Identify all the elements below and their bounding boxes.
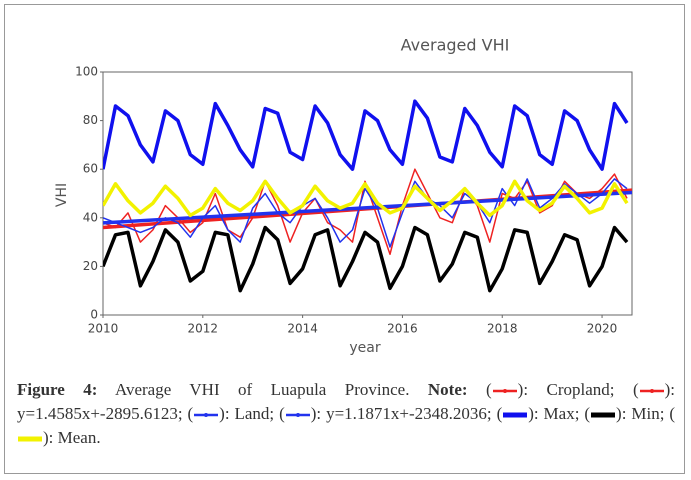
caption: Figure 4: Average VHI of Luapula Provinc…: [17, 378, 675, 450]
caption-text: Average VHI of Luapula Province.: [114, 380, 410, 399]
x-tick-label: 2012: [188, 322, 219, 336]
legend-close: ):: [219, 404, 230, 423]
legend-sep: ;: [486, 404, 492, 423]
legend-open: (: [584, 404, 591, 423]
legend-sep: ;: [659, 404, 665, 423]
legend-close: ):: [517, 380, 529, 399]
legend-close: ):: [616, 404, 627, 423]
legend-swatch: [18, 436, 42, 442]
chart: Averaged VHI year VHI 0 20 40 60 80 100 2010 20…: [54, 36, 633, 356]
legend-open: (: [496, 404, 503, 423]
chart-title: Averaged VHI: [401, 36, 510, 55]
y-tick-label: 20: [83, 259, 98, 273]
legend-open: (: [279, 404, 285, 423]
legend-label: Max: [543, 404, 575, 423]
figure-frame: [4, 4, 685, 474]
caption-end: .: [96, 428, 101, 447]
legend-sep: ;: [269, 404, 275, 423]
y-tick-label: 0: [90, 308, 98, 322]
x-tick-label: 2010: [88, 322, 119, 336]
y-tick-label: 80: [83, 113, 98, 127]
series-line: [103, 168, 628, 256]
x-tick-label: 2014: [287, 322, 318, 336]
note-label: Note:: [427, 380, 468, 399]
legend-open: (: [669, 404, 676, 423]
legend-marker: [295, 413, 300, 418]
legend-label: y=1.1871x+-2348.2036: [326, 404, 487, 423]
legend-swatch: [285, 413, 310, 418]
plot-area: [103, 99, 632, 293]
legend-label: Land: [234, 404, 270, 423]
legend-close: ):: [310, 404, 322, 423]
legend-open: (: [486, 380, 492, 399]
figure-label: Figure 4:: [17, 380, 98, 399]
legend-close: ):: [528, 404, 539, 423]
legend-label: Cropland: [546, 380, 610, 399]
y-tick-label: 60: [83, 162, 98, 176]
legend-swatch: [591, 412, 616, 418]
legend-marker: [502, 389, 507, 394]
legend-open: (: [187, 404, 194, 423]
legend-swatch: [639, 389, 664, 394]
x-tick-label: 2016: [387, 322, 418, 336]
legend-swatch: [503, 412, 528, 418]
legend-close: ):: [43, 428, 54, 447]
legend-label: Min: [631, 404, 660, 423]
legend-swatch: [194, 413, 219, 418]
y-tick-label: 40: [83, 210, 98, 224]
series-line: [103, 99, 629, 171]
x-tick-label: 2018: [487, 322, 518, 336]
legend-label: Mean: [57, 428, 97, 447]
legend-label: y=1.4585x+-2895.6123: [17, 404, 178, 423]
legend-close: ):: [664, 380, 676, 399]
x-axis-label: year: [349, 340, 380, 356]
series-line: [103, 179, 629, 218]
legend-swatch: [492, 389, 517, 394]
legend-open: (: [632, 380, 639, 399]
legend-sep: ;: [177, 404, 183, 423]
series-line: [103, 225, 629, 293]
legend-marker: [649, 389, 654, 394]
x-tick-label: 2020: [587, 322, 618, 336]
y-tick-label: 100: [75, 65, 98, 79]
series-line: [103, 178, 628, 248]
y-axis-label: VHI: [54, 183, 70, 207]
legend-sep: ;: [609, 380, 615, 399]
legend-sep: ;: [574, 404, 580, 423]
series-line: [103, 190, 632, 225]
legend-marker: [204, 413, 209, 418]
